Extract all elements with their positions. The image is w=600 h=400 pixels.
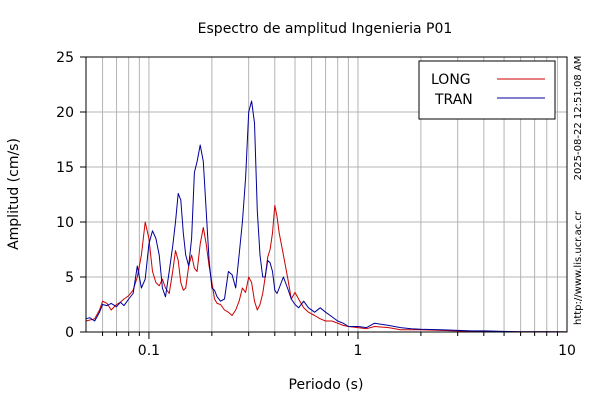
series-layer: [85, 100, 568, 333]
series-line-tran: [85, 100, 568, 333]
legend-box: [418, 60, 556, 120]
source-url-label: http://www.lis.ucr.ac.cr: [573, 210, 584, 325]
y-tick-label: 15: [56, 160, 74, 176]
legend-label-long: LONG: [431, 72, 471, 88]
y-tick-label: 10: [56, 215, 74, 231]
chart-title: Espectro de amplitud Ingenieria P01: [198, 21, 453, 37]
y-tick-label: 25: [56, 50, 74, 66]
y-tick-label: 0: [65, 325, 74, 341]
y-tick-label: 5: [65, 270, 74, 286]
y-tick-label: 20: [56, 105, 74, 121]
x-tick-label: 10: [558, 343, 576, 359]
x-tick-label: 0.1: [138, 343, 160, 359]
series-line-long: [85, 205, 568, 333]
grid-lines: [86, 57, 567, 332]
plot-frame: [85, 56, 568, 333]
axes: 0 5 10 15 20 25 0.1 1 10: [56, 50, 576, 359]
legend: LONG TRAN: [418, 60, 556, 120]
timestamp-label: 2025-08-22 12:51:08 AM: [573, 56, 584, 181]
x-tick-label: 1: [354, 343, 363, 359]
x-axis-label: Periodo (s): [289, 377, 364, 393]
y-axis-label: Amplitud (cm/s): [6, 138, 22, 250]
legend-label-tran: TRAN: [434, 92, 473, 108]
